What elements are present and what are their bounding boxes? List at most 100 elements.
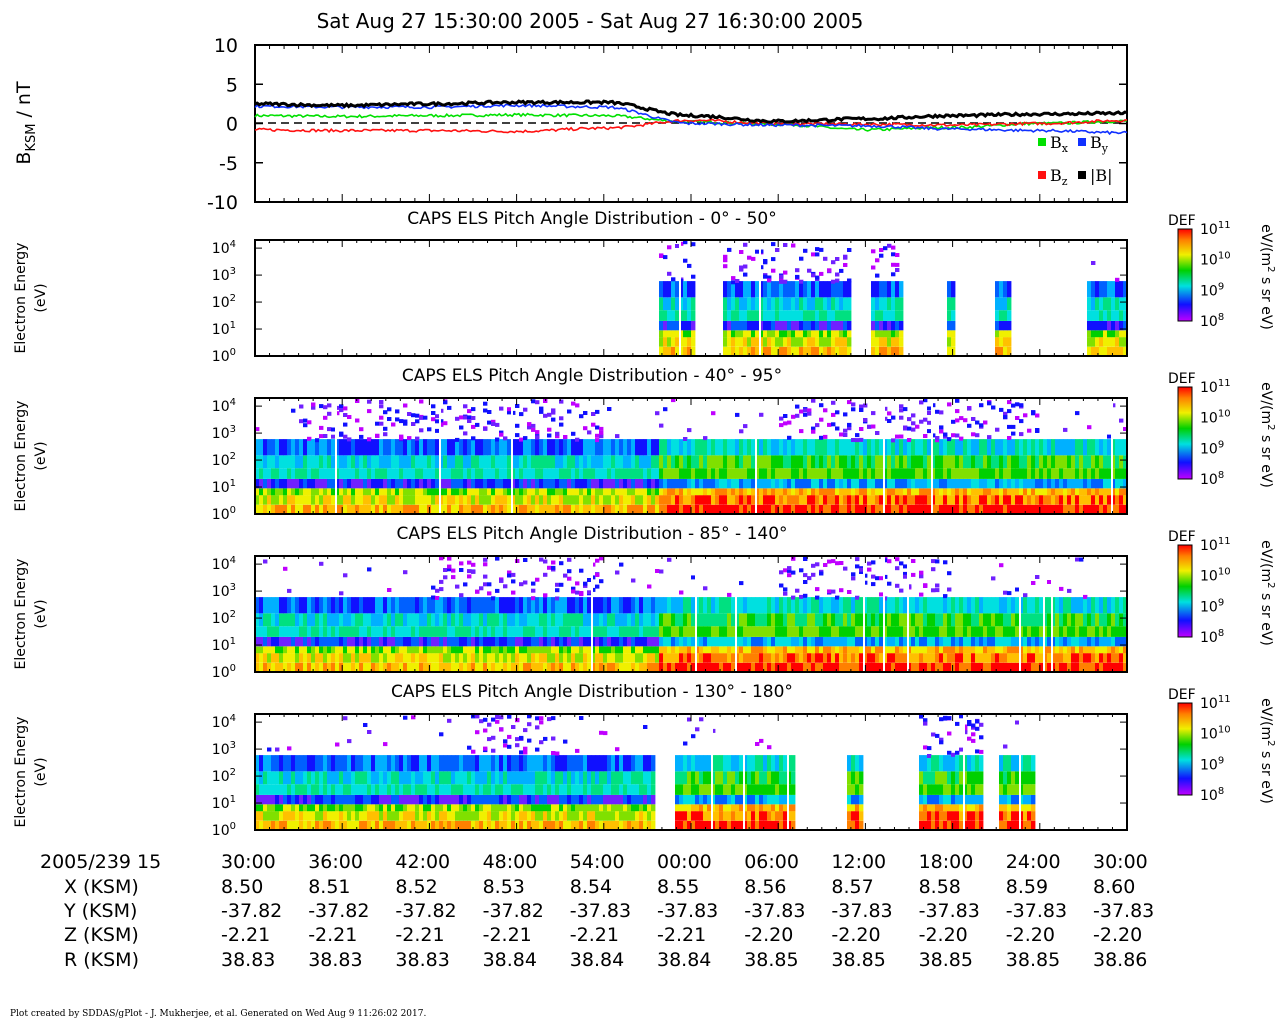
ephem-cell: 36:00 (308, 851, 363, 873)
colorbar-tick-label: 1010 (1200, 725, 1231, 743)
ephem-cell: 06:00 (744, 851, 799, 873)
spectrogram-cells (255, 714, 1036, 830)
colorbar-tick-label: 1011 (1200, 220, 1231, 238)
spectrogram-ytick-label: 100 (212, 347, 236, 365)
spectrogram-panel-2: CAPS ELS Pitch Angle Distribution - 40° … (13, 366, 1276, 523)
spectrogram-ylabel: Electron Energy (eV) (13, 401, 49, 512)
ephem-cell: 24:00 (1006, 851, 1061, 873)
ephem-cell: 8.56 (744, 876, 786, 898)
spectrogram-ytick-label: 102 (212, 451, 236, 469)
colorbar-tick-label: 1011 (1200, 694, 1231, 712)
colorbar-gradient (1177, 386, 1193, 480)
colorbar-gradient (1177, 702, 1193, 796)
ephem-cell: 8.52 (395, 876, 437, 898)
ephem-cell: 38.85 (1006, 949, 1060, 971)
spectrogram-cells (255, 398, 1128, 514)
ephem-cell: 38.83 (395, 949, 449, 971)
ephem-cell: -37.83 (1093, 900, 1154, 922)
ephem-cell: -37.83 (570, 900, 631, 922)
mag-ytick-label: -10 (207, 192, 238, 214)
mag-legend: Bx By Bz |B| (1038, 133, 1113, 188)
ephem-row-label: Y (KSM) (63, 900, 137, 922)
legend-by: By (1090, 133, 1109, 155)
spectrogram-panels: CAPS ELS Pitch Angle Distribution - 0° -… (13, 209, 1276, 839)
legend-bz: Bz (1050, 166, 1068, 188)
spectrogram-title: CAPS ELS Pitch Angle Distribution - 0° -… (407, 209, 776, 229)
ephem-cell: 38.84 (570, 949, 624, 971)
ephem-cell: -37.83 (1006, 900, 1067, 922)
spectrogram-ytick-label: 100 (212, 821, 236, 839)
spectrogram-ytick-label: 100 (212, 505, 236, 523)
spectrogram-ytick-label: 102 (212, 293, 236, 311)
colorbar-tick-label: 1010 (1200, 409, 1231, 427)
mag-ytick-label: 10 (214, 35, 238, 57)
ephem-cell: 30:00 (1093, 851, 1148, 873)
spectrogram-ytick-label: 101 (212, 636, 236, 654)
spectrogram-ytick-label: 101 (212, 320, 236, 338)
ephem-cell: -37.83 (831, 900, 892, 922)
ephem-cell: 38.83 (308, 949, 362, 971)
ephem-cell: -2.20 (1006, 924, 1055, 946)
ephem-cell: 48:00 (483, 851, 538, 873)
ephem-cell: -2.21 (308, 924, 357, 946)
ephem-row-label: 2005/239 15 (40, 851, 161, 873)
ephem-cell: 54:00 (570, 851, 625, 873)
ephem-cell: 30:00 (221, 851, 276, 873)
legend-swatch-bmag (1078, 171, 1086, 179)
ephem-cell: 38.85 (744, 949, 798, 971)
mag-xticks (254, 45, 1128, 202)
spectrogram-title: CAPS ELS Pitch Angle Distribution - 130°… (391, 682, 793, 702)
spectrogram-panel-3: CAPS ELS Pitch Angle Distribution - 85° … (13, 524, 1276, 681)
spectrogram-ytick-label: 103 (212, 582, 236, 600)
ephem-cell: 42:00 (395, 851, 450, 873)
colorbar-tick-label: 109 (1200, 281, 1224, 299)
ephem-cell: -37.82 (483, 900, 544, 922)
ephem-row-label: Z (KSM) (64, 924, 139, 946)
colorbar-gradient (1177, 228, 1193, 322)
mag-panel: BKSM / nT 10 5 0 -5 -10 Bx By Bz |B| (13, 35, 1128, 214)
mag-series (254, 99, 1128, 136)
ephem-cell: 38.84 (657, 949, 711, 971)
ephem-cell: -2.21 (483, 924, 532, 946)
colorbar-label: DEF (1168, 371, 1196, 387)
ephem-cell: 18:00 (919, 851, 974, 873)
spectrogram-ytick-label: 101 (212, 478, 236, 496)
colorbar-tick-label: 108 (1200, 312, 1224, 330)
legend-swatch-by (1078, 138, 1086, 146)
colorbar-label: DEF (1168, 687, 1196, 703)
spectrogram-ylabel: Electron Energy (eV) (13, 717, 49, 828)
spectrogram-ytick-label: 104 (212, 555, 236, 573)
ephem-cell: -2.20 (1093, 924, 1142, 946)
ephem-cell: 12:00 (831, 851, 886, 873)
mag-ytick-label: 5 (226, 74, 238, 96)
ephem-cell: 00:00 (657, 851, 712, 873)
ephem-cell: 8.58 (919, 876, 961, 898)
colorbar-tick-label: 1011 (1200, 536, 1231, 554)
spectrogram-title: CAPS ELS Pitch Angle Distribution - 40° … (402, 366, 782, 386)
spectrogram-ytick-label: 103 (212, 424, 236, 442)
spectrogram-ytick-label: 101 (212, 794, 236, 812)
colorbar-tick-label: 1011 (1200, 378, 1231, 396)
spectrogram-title: CAPS ELS Pitch Angle Distribution - 85° … (396, 524, 787, 544)
ephem-cell: -37.83 (744, 900, 805, 922)
spectrogram-ylabel: Electron Energy (eV) (13, 559, 49, 670)
mag-ylabel: BKSM / nT (13, 81, 39, 165)
colorbar-unit: eV/(m2 s sr eV) (1258, 698, 1276, 804)
ephem-row-label: X (KSM) (64, 876, 139, 898)
spectrogram-ytick-label: 102 (212, 767, 236, 785)
colorbar-tick-label: 108 (1200, 470, 1224, 488)
spectrogram-panel-1: CAPS ELS Pitch Angle Distribution - 0° -… (13, 209, 1276, 365)
colorbar-tick-label: 1010 (1200, 567, 1231, 585)
colorbar-tick-label: 109 (1200, 439, 1224, 457)
series-bz (254, 118, 1128, 134)
ephem-cell: 38.84 (483, 949, 537, 971)
spectrogram-yticks: 104 103 102 101 100 (212, 713, 1128, 839)
spectrogram-yticks: 104 103 102 101 100 (212, 397, 1128, 523)
colorbar-tick-label: 108 (1200, 786, 1224, 804)
legend-swatch-bz (1038, 171, 1046, 179)
